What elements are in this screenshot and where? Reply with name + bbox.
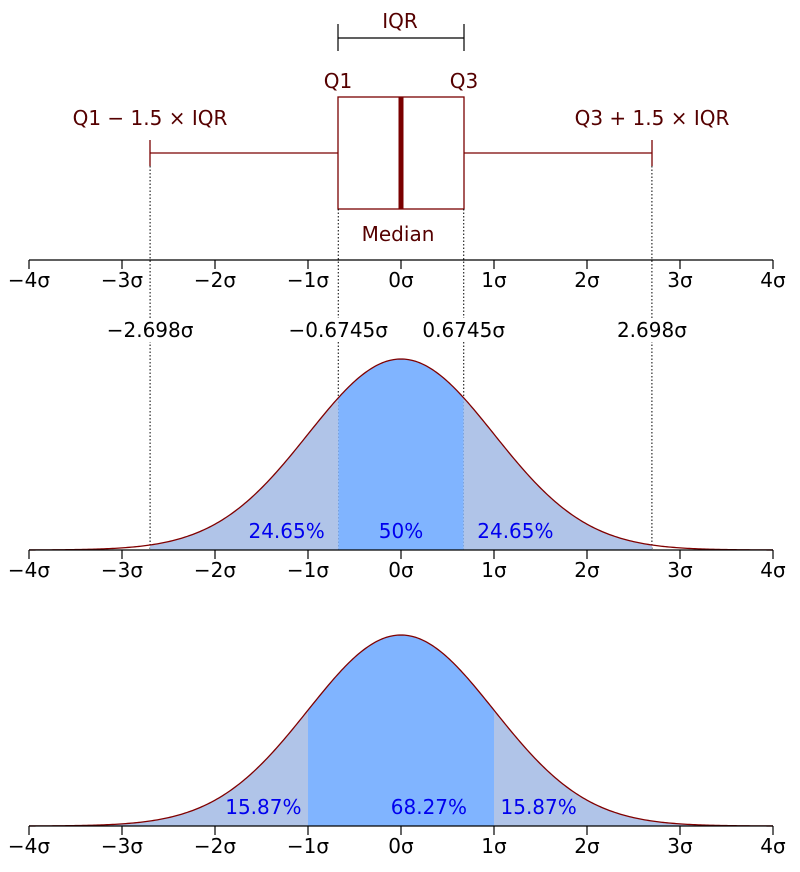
top-tick-label: −4σ [8, 268, 50, 292]
marker-label-bg [292, 318, 385, 342]
middle-tick-label: −2σ [194, 558, 236, 582]
iqr-label: IQR [382, 9, 418, 33]
bottom-tick-label: −2σ [194, 834, 236, 858]
sigma-percent-label: 15.87% [501, 795, 577, 819]
top-tick-label: 4σ [760, 268, 786, 292]
axis-top: −4σ −3σ −2σ −1σ 0σ 1σ 2σ 3σ 4σ [8, 259, 786, 292]
bottom-tick-label: 4σ [760, 834, 786, 858]
middle-tick-label: −1σ [287, 558, 329, 582]
middle-tick-label: −4σ [8, 558, 50, 582]
middle-tick-label: 2σ [574, 558, 600, 582]
sigma-density-curve [28, 634, 774, 827]
marker-label-bg [617, 318, 687, 342]
bottom-tick-label: −4σ [8, 834, 50, 858]
marker-label: −2.698σ [107, 318, 194, 342]
marker-label: −0.6745σ [289, 318, 389, 342]
top-tick-label: −1σ [287, 268, 329, 292]
axis-middle: −4σ −3σ −2σ −1σ 0σ 1σ 2σ 3σ 4σ [8, 549, 786, 582]
median-label: Median [362, 222, 435, 246]
iqr-region-inner [338, 359, 464, 550]
middle-tick-label: −3σ [101, 558, 143, 582]
bottom-tick-label: 2σ [574, 834, 600, 858]
top-tick-label: −2σ [194, 268, 236, 292]
bottom-tick-label: 1σ [481, 834, 507, 858]
bottom-tick-label: −3σ [101, 834, 143, 858]
iqr-density-curve [28, 358, 774, 551]
q3-label: Q3 [450, 69, 478, 93]
iqr-percent-label: 24.65% [477, 519, 553, 543]
sigma-region-outer [494, 710, 773, 826]
top-tick-label: 1σ [481, 268, 507, 292]
iqr-percent-label: 24.65% [248, 519, 324, 543]
sigma-region-outer [29, 710, 308, 826]
middle-tick-label: 4σ [760, 558, 786, 582]
middle-tick-label: 3σ [667, 558, 693, 582]
sigma-distribution-panel: 15.87% 68.27% 15.87% [28, 634, 774, 827]
marker-labels: −2.698σ −0.6745σ 0.6745σ 2.698σ [107, 318, 687, 342]
iqr-distribution-panel: 24.65% 50% 24.65% [28, 358, 774, 551]
marker-label-bg [109, 318, 191, 342]
top-tick-label: 0σ [388, 268, 414, 292]
q1-label: Q1 [324, 69, 352, 93]
upper-whisker-label: Q3 + 1.5 × IQR [575, 106, 730, 130]
sigma-percent-label: 15.87% [225, 795, 301, 819]
iqr-percent-label: 50% [379, 519, 423, 543]
top-tick-label: 2σ [574, 268, 600, 292]
iqr-region-outer [150, 397, 339, 550]
bottom-tick-label: 3σ [667, 834, 693, 858]
marker-label: 0.6745σ [422, 318, 505, 342]
lower-whisker-label: Q1 − 1.5 × IQR [73, 106, 228, 130]
marker-label: 2.698σ [617, 318, 687, 342]
marker-label-bg [423, 318, 504, 342]
iqr-region-outer [463, 397, 652, 550]
bottom-tick-label: 0σ [388, 834, 414, 858]
middle-tick-label: 0σ [388, 558, 414, 582]
middle-tick-label: 1σ [481, 558, 507, 582]
bottom-tick-label: −1σ [287, 834, 329, 858]
boxplot-panel: IQR Q1 Q3 Q1 − 1.5 × IQR Q3 + 1.5 × IQR … [73, 9, 730, 246]
axis-bottom: −4σ −3σ −2σ −1σ 0σ 1σ 2σ 3σ 4σ [8, 825, 786, 858]
sigma-region-inner [308, 635, 494, 826]
top-tick-label: 3σ [667, 268, 693, 292]
top-tick-label: −3σ [101, 268, 143, 292]
sigma-percent-label: 68.27% [391, 795, 467, 819]
